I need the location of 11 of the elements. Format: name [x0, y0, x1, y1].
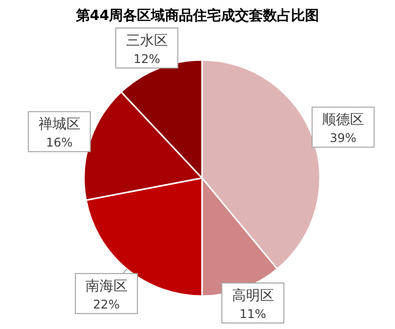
chart-title: 第44周各区域商品住宅成交套数占比图: [74, 7, 320, 24]
slice-label: 禅城区: [38, 116, 80, 133]
slice-label: 顺德区: [322, 112, 364, 128]
data-label: 12%: [133, 52, 160, 66]
data-label: 39%: [330, 131, 356, 146]
data-label: 16%: [46, 136, 73, 150]
slice-label: 高明区: [232, 288, 274, 304]
data-label: 22%: [93, 298, 120, 312]
slice-label: 三水区: [126, 33, 168, 49]
data-label: 11%: [239, 307, 266, 321]
slice-label: 南海区: [85, 278, 128, 295]
